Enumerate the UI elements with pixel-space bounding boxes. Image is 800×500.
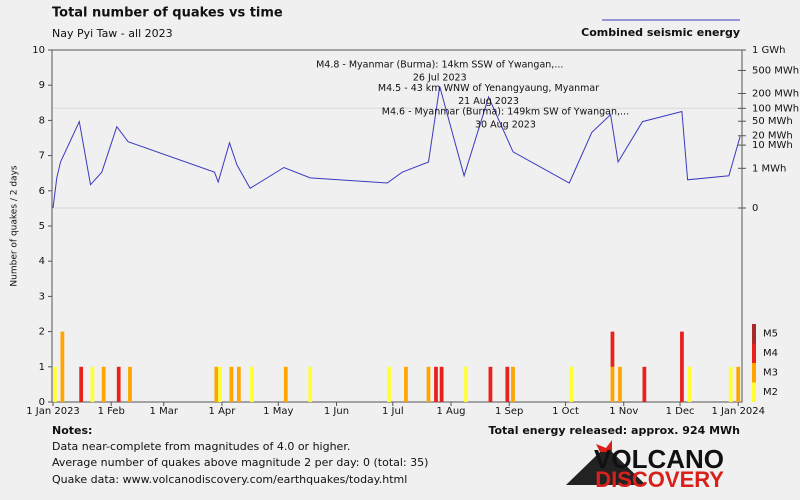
x-tick-label: 1 Dec [666, 406, 695, 417]
logo-text: DISCOVERY [595, 467, 724, 492]
energy-line [52, 86, 741, 209]
y2-tick-label: 100 MWh [752, 103, 799, 114]
bar-segment [387, 366, 391, 402]
legend-label: M3 [763, 368, 778, 379]
bar-segment [610, 366, 615, 402]
y-tick-label: 1 [39, 362, 45, 373]
x-tick-label: 1 Jun [324, 406, 349, 417]
note: Average number of quakes above magnitude… [52, 456, 428, 469]
y-tick-label: 10 [32, 45, 45, 56]
y2-tick-label: 200 MWh [752, 88, 799, 99]
bar-segment [464, 366, 468, 402]
legend-label: M4 [763, 348, 778, 359]
y-axis-title: Number of quakes / 2 days [10, 165, 20, 286]
bar-segment [434, 366, 438, 402]
y-tick-label: 9 [39, 80, 45, 91]
bar-segment [505, 366, 510, 402]
y2-tick-label: 1 MWh [752, 163, 786, 174]
annotation: M4.8 - Myanmar (Burma): 14km SSW of Ywan… [316, 60, 563, 71]
bar-segment [404, 366, 408, 402]
bar-segment [736, 366, 741, 402]
x-tick-label: 1 Jul [382, 406, 404, 417]
y-tick-label: 7 [39, 151, 45, 162]
logo-lava [596, 440, 612, 452]
logo-volcano [566, 452, 646, 485]
annotation: M4.6 - Myanmar (Burma): 149km SW of Ywan… [382, 107, 629, 118]
y2-tick-label: 20 MWh [752, 131, 793, 142]
y-tick-label: 2 [39, 327, 45, 338]
x-tick-label: 1 Nov [609, 406, 638, 417]
y-tick-label: 4 [39, 256, 45, 267]
y-tick-label: 0 [39, 397, 45, 408]
bar-segment [101, 366, 106, 402]
note: Data near-complete from magnitudes of 4.… [52, 440, 350, 453]
bar-segment [128, 366, 132, 402]
annotation-date: 30 Aug 2023 [475, 120, 536, 131]
bar-segment [687, 366, 692, 402]
x-tick-label: 1 Feb [98, 406, 125, 417]
bar-segment [728, 366, 733, 402]
y2-tick-label: 50 MWh [752, 116, 793, 127]
x-tick-label: 1 May [263, 406, 293, 417]
legend-label: Combined seismic energy [581, 26, 740, 39]
annotation-date: 21 Aug 2023 [458, 96, 519, 107]
x-tick-label: 1 Sep [495, 406, 523, 417]
notes-title: Notes: [52, 424, 92, 437]
bar-segment [218, 366, 222, 402]
logo-text: VOLCANO [594, 444, 724, 474]
bar-segment [439, 366, 444, 402]
y2-tick-label: 500 MWh [752, 65, 799, 76]
y2-tick-label: 1 GWh [752, 45, 786, 56]
plot-area [51, 49, 743, 403]
legend-swatch [752, 382, 756, 402]
chart-subtitle: Nay Pyi Taw - all 2023 [52, 27, 173, 40]
bar-segment [250, 366, 254, 402]
annotation-date: 26 Jul 2023 [413, 73, 467, 84]
y-tick-label: 8 [39, 115, 45, 126]
legend-swatch [752, 343, 756, 363]
bar-segment [236, 366, 241, 402]
bar-segment [642, 366, 647, 402]
bar-segment [488, 366, 493, 402]
x-tick-label: 1 Aug [436, 406, 465, 417]
y-tick-label: 5 [39, 221, 45, 232]
legend-label: M2 [763, 387, 778, 398]
x-tick-label: 1 Jan 2024 [711, 406, 765, 417]
annotation: M4.5 - 43 km WNW of Yenangyaung, Myanmar [378, 83, 599, 94]
legend-swatch [752, 324, 756, 344]
logo: VOLCANO DISCOVERY [566, 440, 724, 492]
bar-segment [53, 366, 57, 402]
note: Quake data: www.volcanodiscovery.com/ear… [52, 473, 407, 486]
x-tick-label: 1 Apr [209, 406, 237, 417]
bar-segment [229, 366, 234, 402]
bar-segment [610, 331, 615, 367]
x-tick-label: 1 Jan 2023 [26, 406, 80, 417]
bar-segment [680, 331, 684, 402]
bar-segment [60, 331, 65, 402]
bar-segment [426, 366, 431, 402]
y-tick-label: 3 [39, 291, 45, 302]
bar-segment [116, 366, 121, 402]
legend-swatch [752, 363, 756, 383]
x-tick-label: 1 Oct [552, 406, 579, 417]
total-energy: Total energy released: approx. 924 MWh [488, 424, 740, 437]
y2-tick-label: 0 [752, 203, 758, 214]
bar-segment [283, 366, 288, 402]
x-tick-label: 1 Mar [150, 406, 179, 417]
bar-segment [618, 366, 622, 402]
bar-segment [569, 366, 574, 402]
bar-segment [511, 366, 515, 402]
bar-segment [90, 366, 95, 402]
chart-title: Total number of quakes vs time [52, 6, 283, 21]
y-tick-label: 6 [39, 186, 45, 197]
bar-segment [308, 366, 313, 402]
bar-segment [214, 366, 219, 402]
legend-label: M5 [763, 329, 778, 340]
y2-tick-label: 10 MWh [752, 140, 793, 151]
bar-segment [79, 366, 84, 402]
